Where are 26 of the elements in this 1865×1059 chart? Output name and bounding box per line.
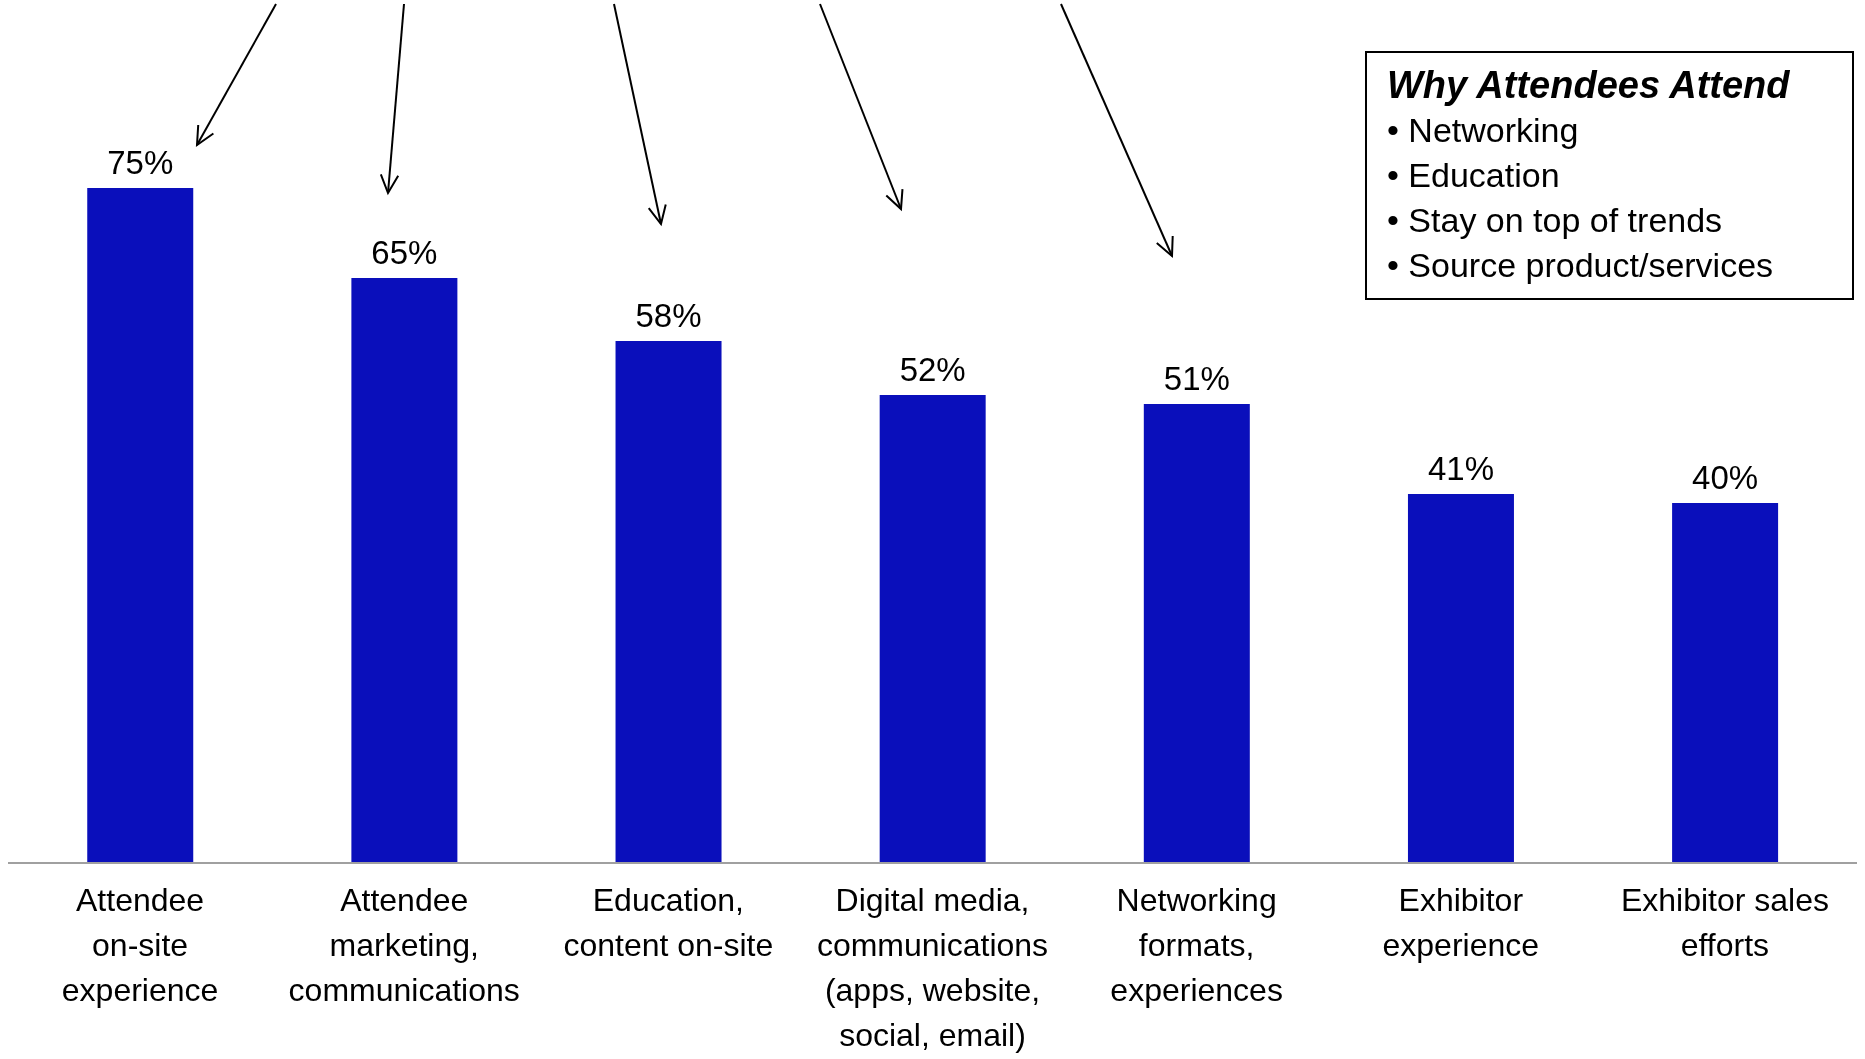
x-tick-label: Exhibitor sales efforts xyxy=(1620,882,1829,963)
x-tick-label: Networking formats, experiences xyxy=(1110,882,1283,1008)
bar xyxy=(87,188,194,863)
data-label: 65% xyxy=(371,234,438,271)
text: Why Attendees Attend xyxy=(1387,63,1791,108)
x-tick-label: Digital media, communications (apps, website, social, email) xyxy=(816,882,1049,1053)
data-label: 51% xyxy=(1163,360,1230,397)
annotation: • Source product/services xyxy=(1387,245,1775,286)
data-label: 41% xyxy=(1427,450,1494,487)
x-tick-label: Attendee on-site experience xyxy=(61,882,219,1008)
annotation: • Stay on top of trends xyxy=(1387,200,1724,241)
bar xyxy=(615,341,722,863)
bar xyxy=(879,395,986,863)
data-label: 52% xyxy=(899,351,966,388)
bar xyxy=(1672,503,1779,863)
data-label: 40% xyxy=(1692,459,1759,496)
bar xyxy=(1407,494,1514,863)
annotation: • Education xyxy=(1387,155,1561,196)
bar xyxy=(351,278,458,863)
x-tick-label: Education, content on-site xyxy=(563,882,774,963)
x-tick-label: Attendee marketing, communications xyxy=(288,882,520,1008)
data-label: 58% xyxy=(635,297,702,334)
data-label: 75% xyxy=(107,144,174,181)
bar xyxy=(1143,404,1250,863)
text: • Networking xyxy=(1387,110,1580,151)
x-tick-label: Exhibitor experience xyxy=(1382,882,1540,963)
